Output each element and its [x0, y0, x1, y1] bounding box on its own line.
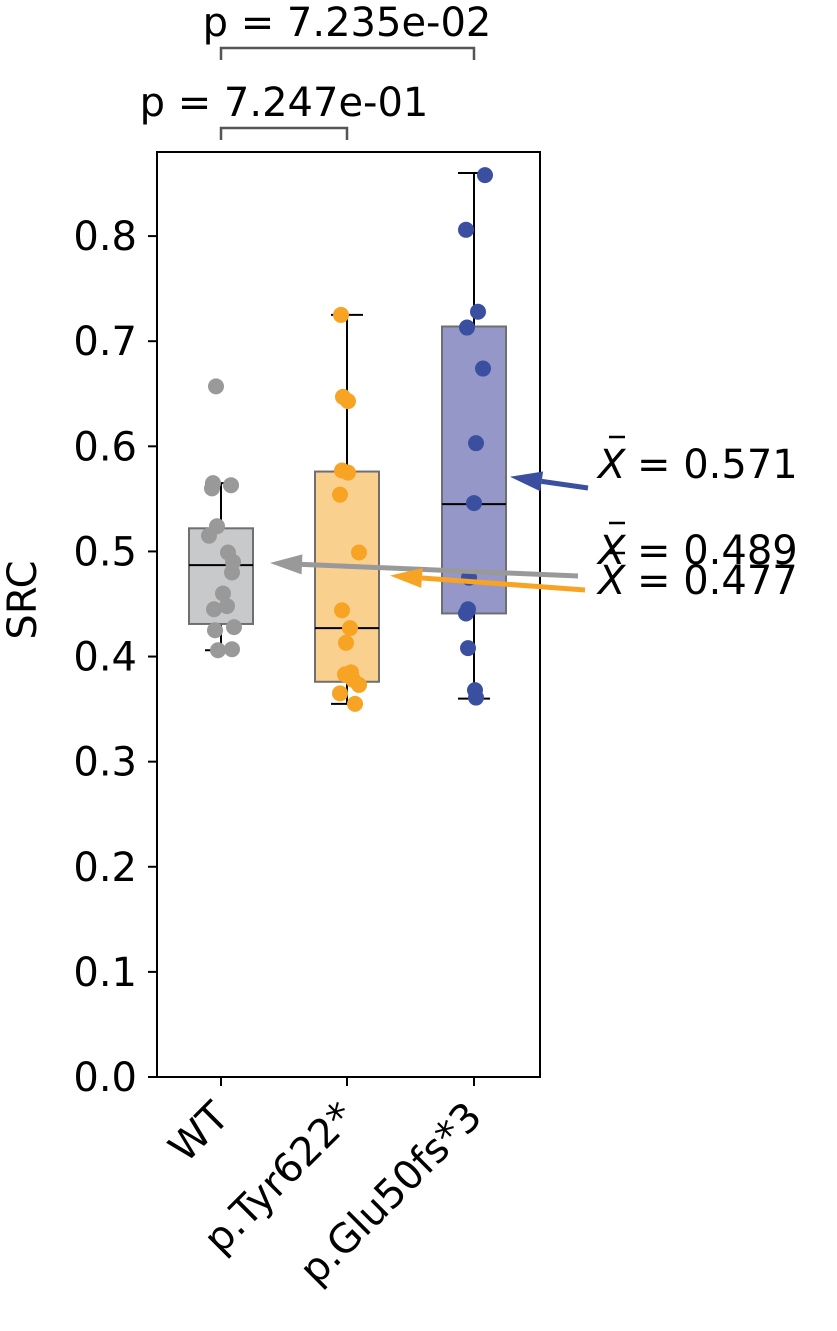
data-point [204, 480, 220, 497]
y-tick-label: 0.3 [73, 740, 137, 786]
data-point [338, 634, 354, 651]
mean-arrow-head [270, 554, 303, 575]
data-point [219, 598, 235, 615]
mean-annotation-p.Tyr622*: X = 0.477 [390, 551, 798, 604]
significance-bracket [219, 46, 476, 60]
data-point [477, 167, 493, 184]
data-point [201, 527, 217, 544]
box-group-WT [188, 378, 254, 659]
data-point [210, 642, 226, 659]
data-point [333, 306, 349, 323]
y-tick-label: 0.2 [73, 845, 137, 891]
y-tick-label: 0.0 [73, 1055, 137, 1101]
data-point [334, 602, 350, 619]
data-point [470, 303, 486, 320]
data-point [347, 695, 363, 712]
data-point [207, 622, 223, 639]
data-point [332, 685, 348, 702]
data-point [215, 585, 231, 602]
y-tick-label: 0.4 [73, 635, 137, 681]
data-point [458, 221, 474, 238]
significance-bracket [219, 126, 349, 140]
mean-value-label: = 0.477 [637, 558, 798, 604]
mean-annotation-p.Glu50fs*3: X = 0.571 [510, 435, 798, 492]
box-group-p.Tyr622* [314, 306, 380, 712]
box-group-p.Glu50fs*3 [441, 167, 507, 706]
data-point [226, 619, 242, 636]
data-point [340, 393, 356, 410]
mean-symbol: X [596, 528, 627, 574]
data-point [460, 640, 476, 657]
mean-annotation-WT: X = 0.489 [270, 521, 798, 579]
y-tick-label: 0.7 [73, 319, 137, 365]
x-tick-label: WT [160, 1093, 238, 1171]
data-point [466, 495, 482, 512]
data-point [224, 641, 240, 658]
data-point [223, 477, 239, 494]
data-point [351, 544, 367, 561]
p-value-label: p = 7.235e-02 [203, 0, 492, 46]
data-point [468, 689, 484, 706]
mean-value-label: = 0.489 [637, 528, 798, 574]
mean-symbol: X [596, 558, 627, 604]
mean-arrow-shaft [421, 575, 586, 593]
y-tick-label: 0.8 [73, 214, 137, 260]
data-point [332, 486, 348, 503]
y-axis: 0.0 0.1 0.2 0.3 0.4 0.5 0.6 0.7 0.8 [73, 214, 157, 1101]
data-point [342, 620, 358, 637]
data-point [206, 601, 222, 618]
x-axis: WTp.Tyr622*p.Glu50fs*3 [160, 1077, 491, 1294]
axes-frame [156, 151, 541, 1078]
data-point [459, 319, 475, 336]
plot-area [156, 151, 541, 1078]
data-point [224, 564, 240, 581]
p-value-label: p = 7.247e-01 [140, 80, 429, 126]
y-tick-label: 0.5 [73, 529, 137, 575]
data-point [475, 360, 491, 377]
data-point [340, 464, 356, 481]
mean-arrow-shaft [541, 478, 589, 491]
mean-symbol: X [596, 442, 627, 488]
y-tick-label: 0.6 [73, 424, 137, 470]
mean-value-label: = 0.571 [637, 442, 798, 488]
mean-arrow-shaft [301, 561, 579, 579]
y-tick-label: 0.1 [73, 950, 137, 996]
y-axis-label: SRC [0, 560, 46, 639]
data-point [458, 605, 474, 622]
data-point [351, 676, 367, 693]
data-point [468, 435, 484, 452]
data-point [208, 378, 224, 395]
mean-arrow-head [390, 567, 423, 588]
mean-arrow-head [510, 471, 544, 492]
significance-brackets: p = 7.247e-01 p = 7.235e-02 [140, 0, 492, 140]
